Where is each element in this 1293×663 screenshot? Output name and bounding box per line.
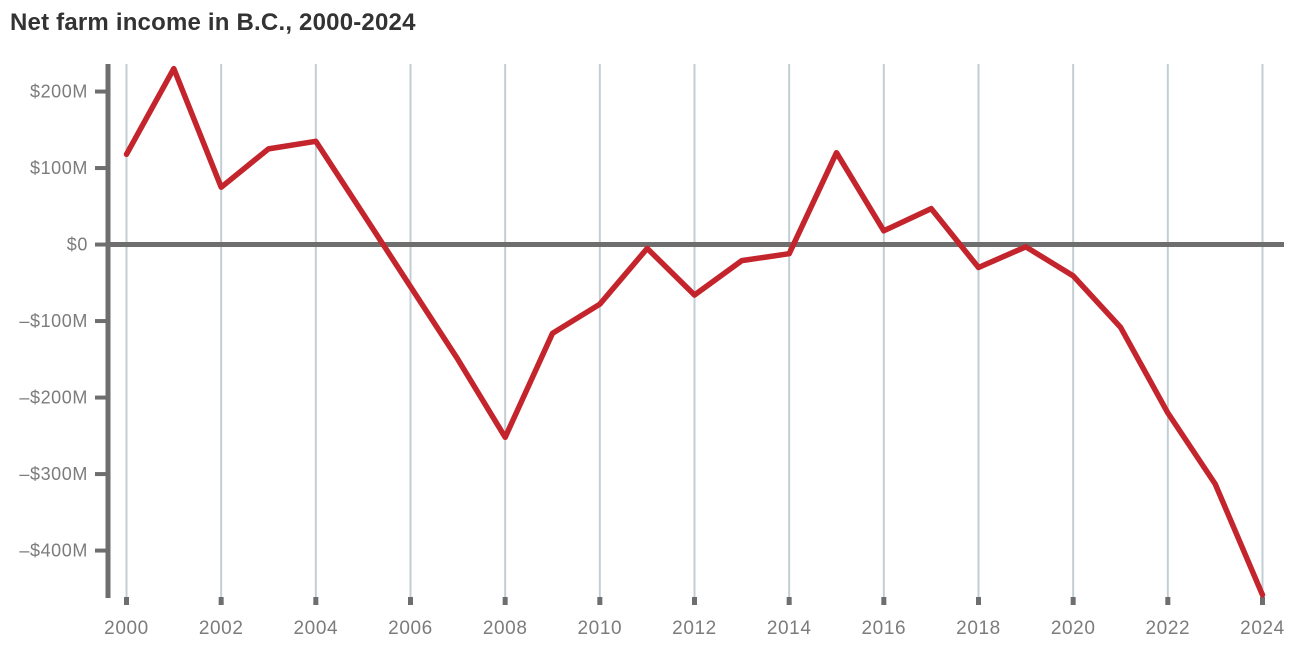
chart-title: Net farm income in B.C., 2000-2024 [10, 9, 416, 36]
x-axis-tick [881, 597, 887, 605]
x-tick-label: 2012 [672, 618, 717, 639]
x-axis-tick [976, 597, 981, 605]
x-axis-tick [313, 597, 319, 605]
x-tick-label: 2018 [956, 618, 1001, 639]
x-tick-label: 2010 [577, 618, 622, 639]
x-tick-label: 2000 [104, 618, 149, 639]
x-tick-label: 2024 [1240, 618, 1285, 639]
x-tick-label: 2022 [1145, 618, 1190, 639]
y-tick-label: –$300M [19, 464, 88, 484]
x-axis-tick [1070, 597, 1076, 605]
x-axis-tick [786, 597, 792, 605]
x-tick-label: 2008 [483, 618, 528, 639]
x-axis-tick [1260, 597, 1265, 605]
y-tick-label: –$400M [19, 541, 88, 561]
x-axis-tick [1165, 597, 1171, 605]
x-axis-tick [408, 597, 413, 605]
x-axis-tick [124, 597, 129, 605]
x-tick-label: 2006 [388, 618, 433, 639]
net-farm-income-series-line [123, 65, 1266, 598]
y-tick-label: –$200M [19, 388, 88, 408]
x-axis-tick [692, 597, 697, 605]
y-tick-label: $200M [30, 82, 88, 102]
x-tick-label: 2020 [1051, 618, 1096, 639]
y-tick-label: $0 [67, 235, 88, 255]
x-tick-label: 2004 [293, 618, 338, 639]
x-tick-label: 2002 [199, 618, 244, 639]
x-tick-label: 2014 [767, 618, 812, 639]
x-tick-label: 2016 [861, 618, 906, 639]
y-tick-label: $100M [30, 158, 88, 178]
x-axis-tick [218, 597, 224, 605]
x-axis-tick [597, 597, 603, 605]
x-axis-tick [502, 597, 508, 605]
y-tick-label: –$100M [19, 311, 88, 331]
